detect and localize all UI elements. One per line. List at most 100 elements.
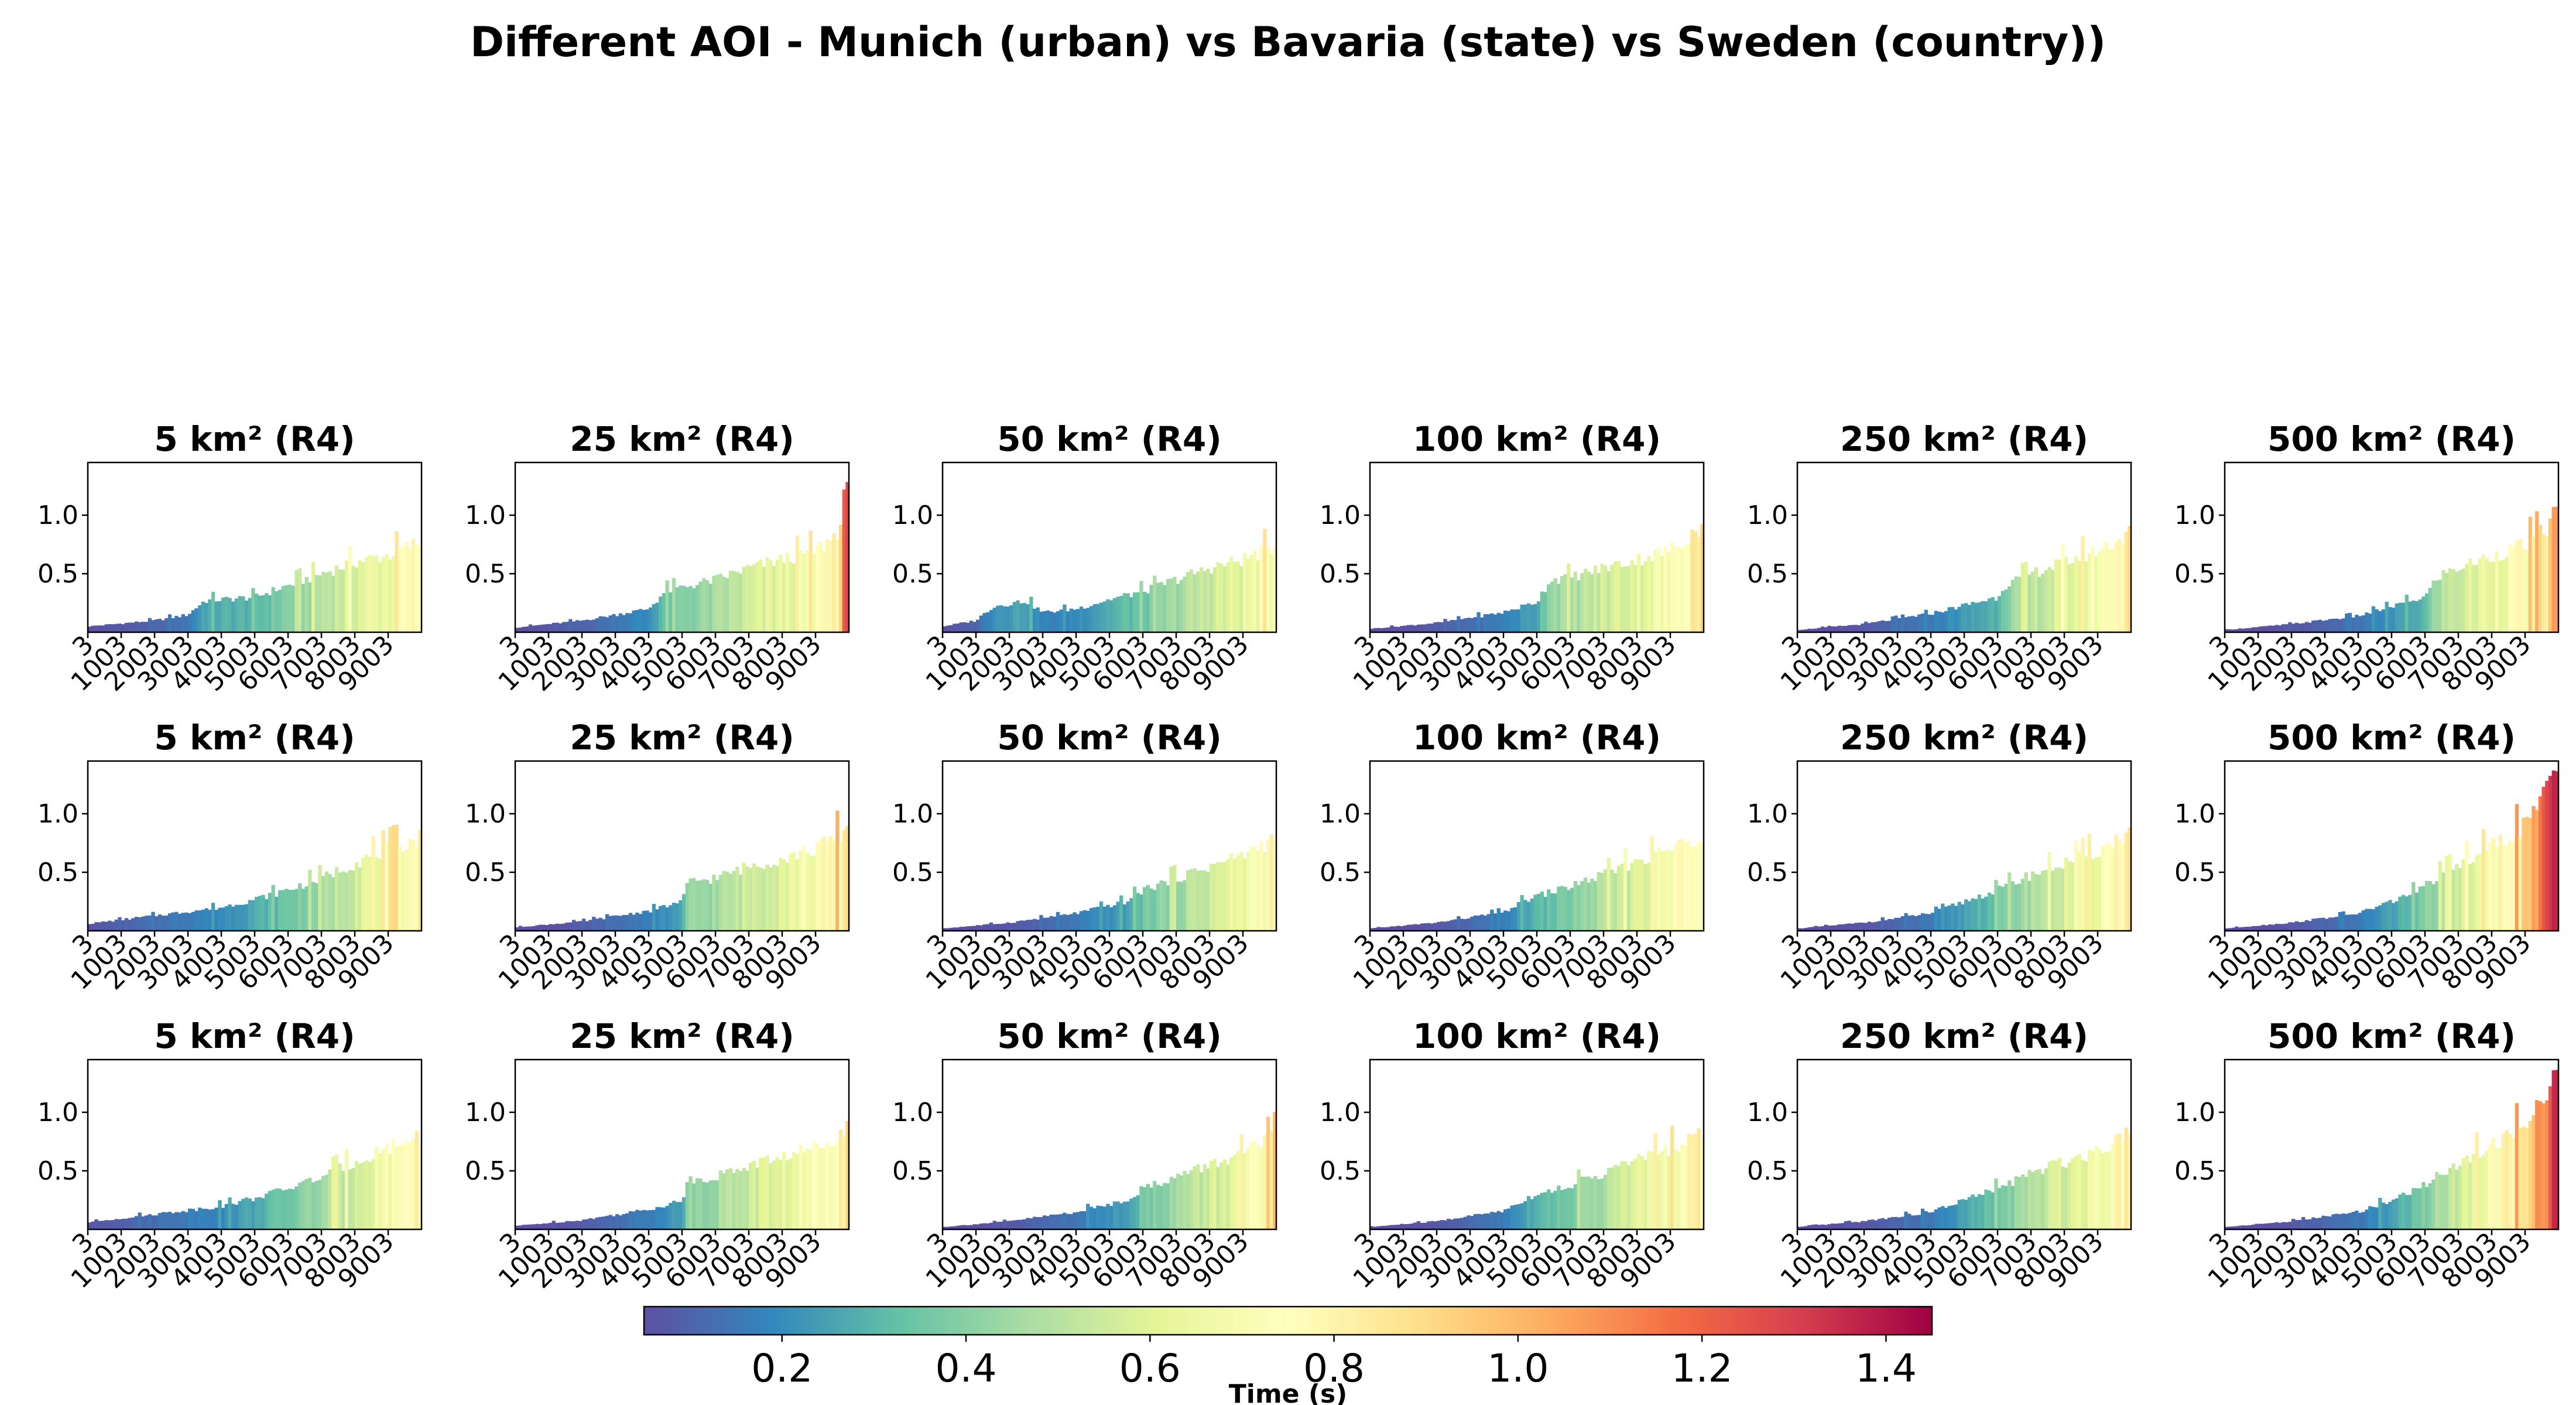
bar (649, 912, 653, 931)
bar (405, 541, 409, 632)
colorbar-tick-label: 0.6 (1119, 1346, 1181, 1391)
bar (785, 862, 789, 931)
bar (2274, 924, 2279, 931)
bar (2031, 871, 2035, 931)
bar (2502, 560, 2506, 632)
bar (628, 1211, 633, 1229)
bar (1019, 920, 1023, 931)
bar (134, 621, 139, 632)
bar (1500, 614, 1504, 632)
bar (1690, 1134, 1694, 1229)
colorbar-tick-label: 0.8 (1303, 1346, 1365, 1391)
bar (675, 587, 679, 632)
bar (575, 1221, 579, 1229)
bar (1567, 890, 1571, 931)
bar (285, 585, 289, 632)
bar (538, 625, 543, 632)
bar (365, 854, 369, 931)
bar (1416, 624, 1421, 632)
bar (1012, 923, 1016, 931)
bar (1553, 1191, 1557, 1229)
bar (1049, 916, 1053, 931)
bar (1914, 616, 1918, 632)
bar (1403, 625, 1407, 632)
bar (1961, 604, 1965, 632)
bar (1851, 1222, 1855, 1229)
y-tick-label: 1.0 (892, 501, 933, 530)
bar (812, 553, 816, 632)
bar (989, 1222, 994, 1229)
bar (2515, 540, 2519, 632)
bar (712, 575, 716, 632)
bar (174, 1212, 179, 1229)
bar (1841, 626, 1845, 632)
bar (2471, 862, 2476, 931)
bar (571, 920, 576, 931)
bar (1690, 847, 1694, 931)
bar (1977, 895, 1982, 931)
bar (2435, 580, 2439, 632)
panel: 250 km² (R4)0.51.03100320033003400350036… (1747, 1016, 2132, 1294)
bar (2435, 1171, 2439, 1229)
bar (659, 596, 663, 632)
bar (2438, 861, 2443, 931)
bar (1049, 1214, 1053, 1229)
bar (1934, 1209, 1938, 1229)
bar (1032, 608, 1037, 632)
bar (2020, 563, 2025, 632)
bar (1590, 878, 1594, 931)
bar (355, 862, 359, 931)
bar (982, 924, 986, 931)
bar (2425, 880, 2429, 931)
bar (2441, 872, 2445, 931)
bar (1867, 623, 1871, 632)
bar (1196, 871, 1200, 931)
bar (2361, 1212, 2365, 1229)
bar (2538, 1101, 2543, 1229)
bar (324, 573, 328, 632)
bar (1500, 912, 1504, 931)
bar (88, 924, 92, 931)
bar (2378, 905, 2382, 931)
bar (1420, 923, 1424, 931)
bar (1847, 923, 1851, 931)
bar (258, 896, 262, 931)
bar (2301, 623, 2306, 632)
bar (1189, 1170, 1194, 1229)
bar (1647, 1151, 1651, 1229)
bar (762, 869, 766, 931)
bar (2118, 1133, 2122, 1229)
bar (1106, 1204, 1110, 1229)
bar (568, 619, 573, 632)
bar (535, 925, 539, 931)
bar (224, 597, 228, 632)
bar (2008, 586, 2012, 632)
bar (1063, 604, 1067, 632)
bar (2291, 1218, 2296, 1229)
bar (1884, 920, 1888, 931)
bar (718, 573, 722, 632)
bar (1193, 1166, 1197, 1229)
bar (675, 1202, 679, 1229)
bar (1851, 625, 1855, 632)
bar (1176, 584, 1180, 632)
bar (194, 1211, 198, 1229)
bar (1884, 621, 1888, 632)
bar (395, 531, 399, 632)
bar (1593, 880, 1598, 931)
bar (1653, 1133, 1657, 1229)
bar (628, 913, 633, 931)
bar (248, 900, 252, 931)
bar (2525, 550, 2529, 632)
bar (816, 1144, 820, 1229)
bar (1236, 561, 1240, 632)
bar (1173, 1178, 1177, 1229)
bar (715, 574, 720, 632)
bar (1590, 574, 1594, 632)
bar (1991, 597, 1995, 632)
bar (111, 624, 115, 632)
panel-title: 25 km² (R4) (570, 419, 794, 459)
bar (1914, 916, 1918, 931)
bar (638, 609, 643, 632)
bar (2555, 771, 2559, 931)
